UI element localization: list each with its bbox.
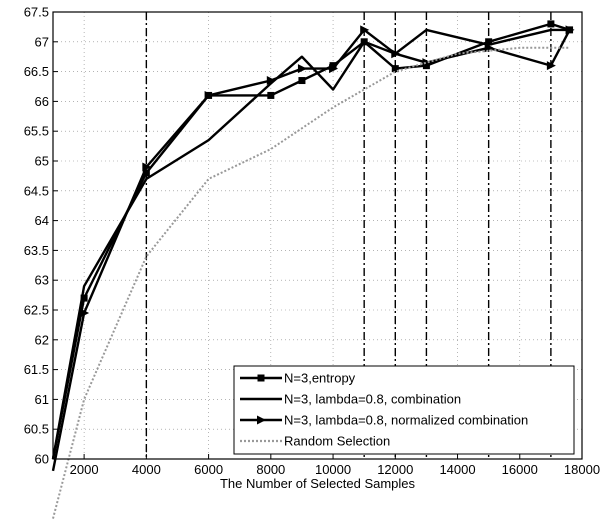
- y-tick-label: 61: [35, 392, 49, 407]
- y-tick-label: 63.5: [24, 243, 49, 258]
- y-tick-label: 67: [35, 34, 49, 49]
- legend-square-marker: [257, 374, 265, 382]
- series-group: [51, 20, 575, 519]
- triangle-marker: [266, 76, 276, 86]
- x-tick-label: 18000: [564, 462, 600, 477]
- square-marker: [80, 294, 88, 302]
- series-line-2: [51, 28, 570, 460]
- legend: N=3,entropy N=3, lambda=0.8, combination N…: [233, 365, 575, 455]
- triangle-marker: [360, 25, 370, 35]
- y-tick-label: 64: [35, 213, 49, 228]
- y-tick-label: 64.5: [24, 183, 49, 198]
- x-tick-label: 16000: [502, 462, 538, 477]
- x-tick-label: 8000: [256, 462, 285, 477]
- y-tick-label: 61.5: [24, 362, 49, 377]
- y-tick-label: 67.5: [24, 5, 49, 20]
- triangle-marker: [297, 64, 307, 74]
- triangle-marker: [565, 25, 575, 35]
- y-tick-label: 62.5: [24, 303, 49, 318]
- tick-labels: 2000 4000 6000 8000 10000 12000 14000 16000 1800…: [24, 5, 600, 478]
- triangle-marker: [80, 308, 90, 318]
- square-marker: [422, 62, 430, 70]
- triangle-marker: [391, 49, 401, 59]
- square-marker: [142, 169, 150, 177]
- square-marker: [547, 20, 555, 28]
- x-tick-label: 12000: [377, 462, 413, 477]
- x-tick-label: 14000: [439, 462, 475, 477]
- legend-box: [233, 365, 575, 455]
- square-marker: [391, 65, 399, 73]
- y-tick-label: 65: [35, 154, 49, 169]
- square-marker: [298, 77, 306, 85]
- square-marker: [485, 38, 493, 46]
- triangle-marker: [422, 58, 432, 68]
- y-tick-label: 62: [35, 332, 49, 347]
- legend-label-3: N=3, lambda=0.8, normalized combination: [284, 413, 528, 428]
- triangle-marker: [329, 64, 339, 74]
- y-tick-label: 66: [35, 94, 49, 109]
- legend-triangle-marker: [257, 415, 266, 425]
- series-line-4: [52, 46, 570, 519]
- square-marker: [329, 62, 337, 70]
- legend-label-4: Random Selection: [284, 434, 390, 449]
- triangle-marker: [204, 90, 214, 100]
- y-tick-label: 65.5: [24, 124, 49, 139]
- plot-frame: [52, 11, 583, 460]
- x-tick-label: 6000: [194, 462, 223, 477]
- square-marker: [267, 91, 275, 99]
- triangle-marker: [142, 162, 152, 172]
- y-tick-label: 63: [35, 273, 49, 288]
- x-axis-label: The Number of Selected Samples: [220, 476, 416, 491]
- triangle-marker: [546, 61, 556, 71]
- y-tick-label: 60.5: [24, 422, 49, 437]
- y-tick-label: 60: [35, 452, 49, 467]
- legend-label-2: N=3, lambda=0.8, combination: [284, 392, 461, 407]
- x-tick-label: 10000: [315, 462, 351, 477]
- y-tick-label: 66.5: [24, 64, 49, 79]
- x-tick-label: 4000: [132, 462, 161, 477]
- x-tick-label: 2000: [70, 462, 99, 477]
- legend-label-1: N=3,entropy: [284, 371, 356, 386]
